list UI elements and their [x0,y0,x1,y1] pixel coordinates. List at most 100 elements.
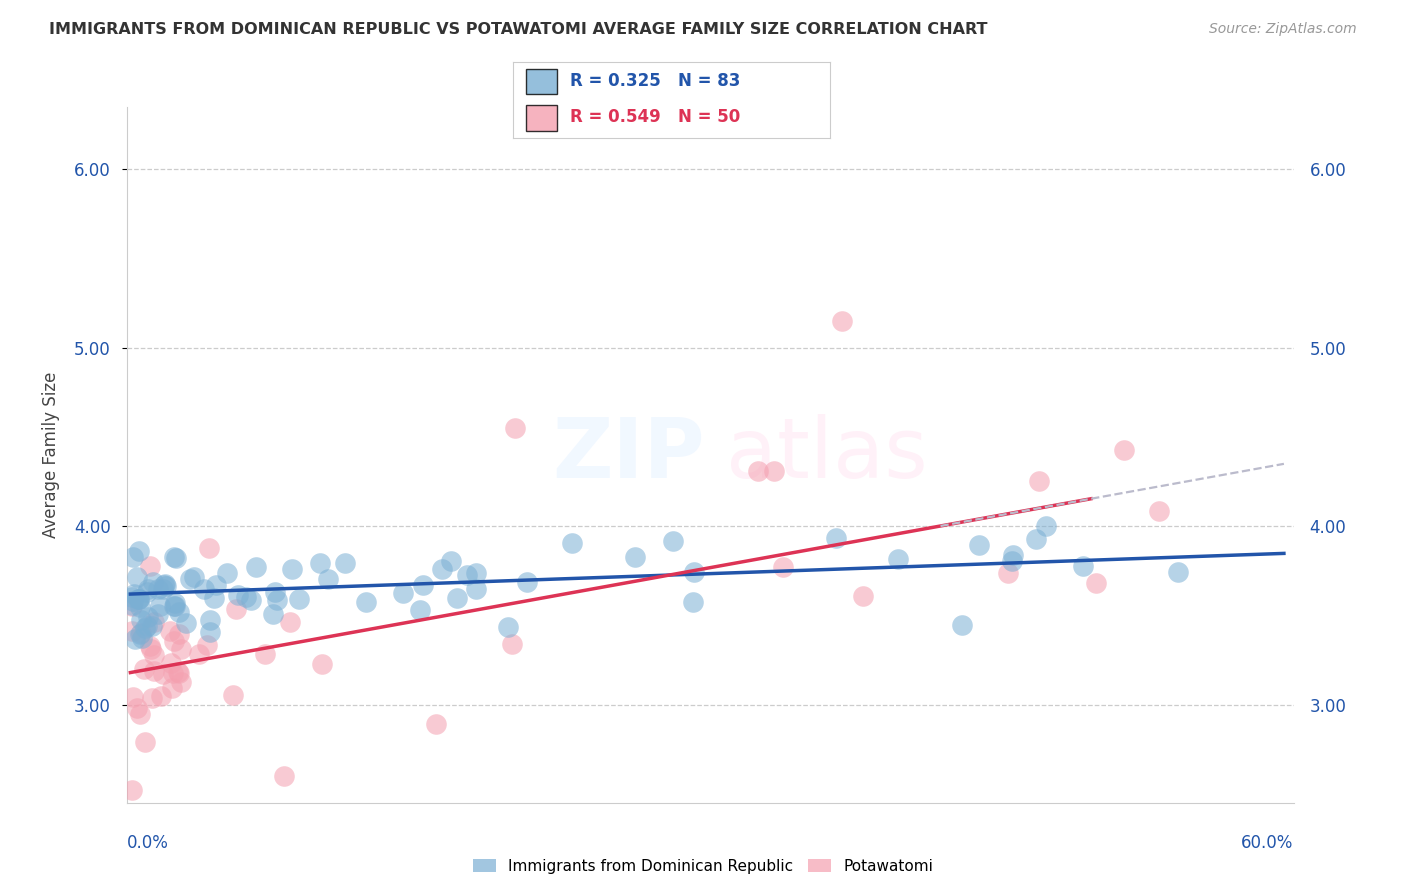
Point [887,551,910,566]
Point [1085,576,1108,591]
Point [165,599,187,614]
Point [136,610,159,624]
Point [122,587,145,601]
Point [121,599,143,613]
Point [121,593,143,607]
Point [496,620,519,634]
Point [825,531,848,545]
Point [516,574,538,589]
Point [148,582,170,596]
Text: ZIP: ZIP [553,415,704,495]
Point [174,615,197,630]
Point [134,734,156,748]
Point [1112,442,1135,457]
Point [446,591,468,606]
Point [333,556,356,570]
Point [425,717,447,731]
Point [1071,558,1094,573]
Point [149,689,172,703]
Point [142,574,165,589]
Point [129,706,152,721]
Point [240,593,263,607]
Point [1001,548,1024,562]
Text: Source: ZipAtlas.com: Source: ZipAtlas.com [1209,22,1357,37]
Text: atlas: atlas [725,415,928,495]
Point [167,605,190,619]
Point [273,769,295,783]
Point [121,624,143,638]
Point [1035,518,1057,533]
Point [262,607,284,621]
Point [165,551,187,566]
Point [831,314,853,328]
Point [167,665,190,679]
Point [456,567,478,582]
Point [128,543,150,558]
Point [143,615,166,629]
Point [747,464,769,478]
Text: IMMIGRANTS FROM DOMINICAN REPUBLIC VS POTAWATOMI AVERAGE FAMILY SIZE CORRELATION: IMMIGRANTS FROM DOMINICAN REPUBLIC VS PO… [49,22,987,37]
Point [152,666,174,681]
Point [152,582,174,596]
Point [129,626,152,640]
Point [122,690,145,705]
Point [852,589,875,603]
Point [128,592,150,607]
Y-axis label: Average Family Size: Average Family Size [42,372,60,538]
Point [412,577,434,591]
Point [129,626,152,640]
Point [141,642,163,657]
Point [141,619,163,633]
Point [125,570,148,584]
Point [122,550,145,565]
Point [160,681,183,695]
Point [623,550,645,565]
Point [188,647,211,661]
Point [197,541,219,555]
Point [121,783,143,797]
Point [193,582,215,596]
Point [202,591,225,606]
Point [682,595,704,609]
Point [146,607,169,622]
Point [561,536,583,550]
Text: R = 0.549   N = 50: R = 0.549 N = 50 [571,108,741,126]
Text: R = 0.325   N = 83: R = 0.325 N = 83 [571,72,741,90]
Point [464,582,486,596]
Point [121,598,143,612]
Text: 0.0%: 0.0% [127,834,169,852]
FancyBboxPatch shape [526,69,557,95]
Point [225,602,247,616]
Point [163,550,186,565]
Point [1025,532,1047,546]
Point [316,572,339,586]
Point [997,566,1019,581]
Point [392,586,415,600]
Point [131,631,153,645]
Point [311,657,333,672]
Point [170,642,193,657]
Point [1001,554,1024,568]
Point [136,582,159,596]
Point [162,666,184,681]
Point [163,633,186,648]
Point [170,675,193,690]
Point [142,664,165,678]
Point [254,647,277,661]
Point [430,562,453,576]
Point [245,560,267,574]
Point [205,578,228,592]
Point [763,464,786,478]
Point [440,554,463,568]
Point [501,637,523,651]
Point [354,595,377,609]
Point [950,618,973,632]
Point [162,599,184,614]
Point [149,599,172,613]
Point [127,592,149,607]
Point [264,585,287,599]
Legend: Immigrants from Dominican Republic, Potawatomi: Immigrants from Dominican Republic, Pota… [467,853,939,880]
Point [136,619,159,633]
Point [134,621,156,635]
Point [167,627,190,641]
